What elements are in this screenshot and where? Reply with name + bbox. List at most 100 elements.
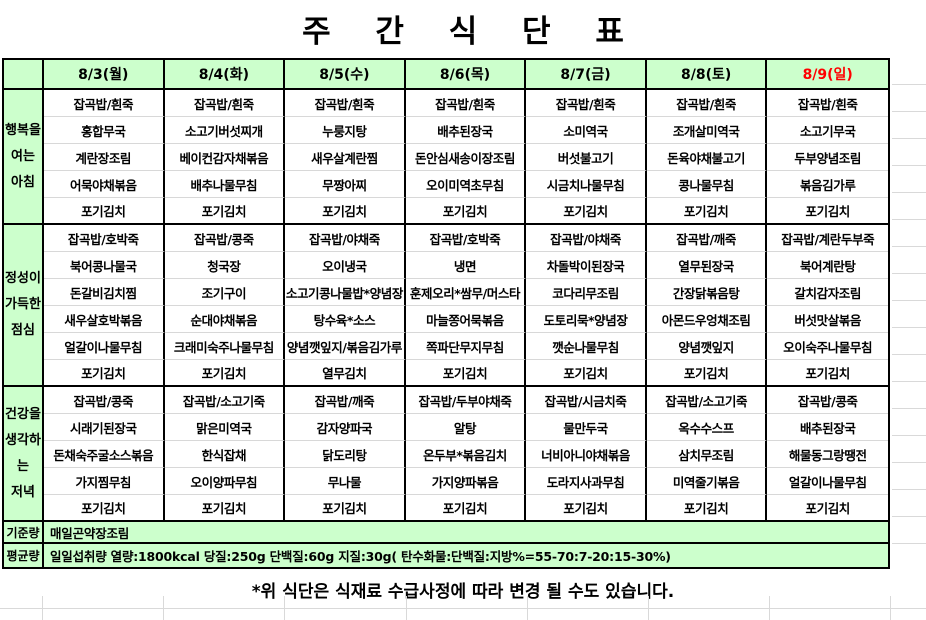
- menu-item-cell: 냉면: [405, 252, 527, 279]
- meal-label-line: 정성이: [5, 271, 41, 286]
- menu-item-cell: 잡곡밥/깨죽: [285, 387, 406, 414]
- menu-table: 8/3(월) 8/4(화) 8/5(수) 8/6(목) 8/7(금) 8/8(토) 8/9(…: [2, 58, 890, 569]
- menu-item-cell: 포기김치: [526, 360, 647, 387]
- menu-item-cell: 돈갈비김치찜: [44, 279, 165, 306]
- menu-item-cell: 콩나물무침: [646, 171, 768, 198]
- menu-item-cell: 잡곡밥/호박죽: [405, 225, 527, 252]
- date-header-1: 8/3(월): [44, 60, 165, 90]
- menu-item-cell: 물만두국: [526, 414, 647, 441]
- meal-label-line: 여는: [11, 148, 35, 164]
- menu-item-cell: 간장닭볶음탕: [646, 279, 768, 306]
- menu-item-cell: 탕수육*소스: [285, 306, 406, 333]
- menu-item-cell: 무짱아찌: [285, 171, 406, 198]
- meal-section-label: 정성이 가득한 점심: [4, 225, 44, 387]
- menu-item-cell: 새우살호박볶음: [44, 306, 165, 333]
- menu-item-cell: 온두부*볶음김치: [405, 441, 527, 468]
- menu-item-cell: 너비아니야채볶음: [526, 441, 647, 468]
- menu-item-cell: 얼갈이나물무침: [44, 333, 165, 360]
- menu-item-cell: 양념깻잎지/볶음김가루: [285, 333, 406, 360]
- menu-item-cell: 감자양파국: [285, 414, 406, 441]
- footer-note: *위 식단은 식재료 수급사정에 따라 변경 될 수도 있습니다.: [251, 582, 675, 602]
- empty-cell-tick: [890, 596, 891, 620]
- menu-item-cell: 계란장조림: [44, 144, 165, 171]
- menu-item-cell: 크래미숙주나물무침: [164, 333, 286, 360]
- menu-item-cell: 배추된장국: [767, 414, 888, 441]
- menu-item-cell: 잡곡밥/시금치죽: [526, 387, 647, 414]
- menu-item-cell: 순대야채볶음: [164, 306, 286, 333]
- menu-item-cell: 시래기된장국: [44, 414, 165, 441]
- menu-item-cell: 옥수수스프: [646, 414, 768, 441]
- menu-item-cell: 청국장: [164, 252, 286, 279]
- meal-section-label: 행복을 여는 아침: [4, 90, 44, 225]
- menu-item-cell: 시금치나물무침: [526, 171, 647, 198]
- menu-item-cell: 한식잡채: [164, 441, 286, 468]
- meal-label-line: 건강을: [5, 406, 41, 422]
- menu-item-cell: 포기김치: [405, 495, 527, 522]
- menu-item-cell: 어묵야채볶음: [44, 171, 165, 198]
- menu-item-cell: 닭도리탕: [285, 441, 406, 468]
- menu-item-cell: 차돌박이된장국: [526, 252, 647, 279]
- menu-item-cell: 북어계란탕: [767, 252, 888, 279]
- menu-item-cell: 잡곡밥/콩죽: [767, 387, 888, 414]
- menu-item-cell: 코다리무조림: [526, 279, 647, 306]
- menu-item-cell: 조개살미역국: [646, 117, 768, 144]
- menu-item-cell: 오이양파무침: [164, 468, 286, 495]
- menu-item-cell: 포기김치: [164, 360, 286, 387]
- menu-item-cell: 잡곡밥/흰죽: [526, 90, 647, 117]
- menu-item-cell: 누룽지탕: [285, 117, 406, 144]
- menu-item-cell: 삼치무조림: [646, 441, 768, 468]
- menu-item-cell: 무나물: [285, 468, 406, 495]
- menu-item-cell: 맑은미역국: [164, 414, 286, 441]
- menu-item-cell: 오이냉국: [285, 252, 406, 279]
- menu-item-cell: 돈채숙주굴소스볶음: [44, 441, 165, 468]
- menu-item-cell: 포기김치: [767, 495, 888, 522]
- empty-cell-tick: [648, 596, 649, 620]
- menu-item-cell: 잡곡밥/흰죽: [44, 90, 165, 117]
- summary-label-1: 기준량: [4, 522, 44, 544]
- menu-item-cell: 소고기버섯찌개: [164, 117, 286, 144]
- menu-item-cell: 오이숙주나물무침: [767, 333, 888, 360]
- menu-item-cell: 잡곡밥/두부야채죽: [405, 387, 527, 414]
- menu-item-cell: 아몬드우엉채조림: [646, 306, 768, 333]
- date-header-5: 8/7(금): [526, 60, 647, 90]
- menu-item-cell: 새우살계란찜: [285, 144, 406, 171]
- menu-item-cell: 쪽파단무지무침: [405, 333, 527, 360]
- date-header-3: 8/5(수): [285, 60, 406, 90]
- menu-item-cell: 포기김치: [646, 495, 768, 522]
- menu-item-cell: 포기김치: [164, 198, 286, 225]
- menu-item-cell: 북어콩나물국: [44, 252, 165, 279]
- menu-item-cell: 버섯맛살볶음: [767, 306, 888, 333]
- menu-item-cell: 소고기콩나물밥*양념장: [285, 279, 406, 306]
- menu-item-cell: 조기구이: [164, 279, 286, 306]
- menu-item-cell: 포기김치: [164, 495, 286, 522]
- menu-item-cell: 볶음김가루: [767, 171, 888, 198]
- menu-item-cell: 포기김치: [405, 360, 527, 387]
- menu-item-cell: 잡곡밥/야채죽: [285, 225, 406, 252]
- meal-label-line: 저녁: [11, 484, 35, 500]
- menu-item-cell: 포기김치: [526, 495, 647, 522]
- menu-item-cell: 베이컨감자채볶음: [164, 144, 286, 171]
- menu-item-cell: 갈치감자조림: [767, 279, 888, 306]
- menu-item-cell: 두부양념조림: [767, 144, 888, 171]
- empty-cell-tick: [42, 596, 43, 620]
- menu-item-cell: 잡곡밥/흰죽: [767, 90, 888, 117]
- empty-cell-tick: [163, 596, 164, 620]
- date-header-4: 8/6(목): [405, 60, 527, 90]
- menu-item-cell: 알탕: [405, 414, 527, 441]
- menu-item-cell: 잡곡밥/콩죽: [44, 387, 165, 414]
- menu-item-cell: 잡곡밥/야채죽: [526, 225, 647, 252]
- menu-item-cell: 열무된장국: [646, 252, 768, 279]
- menu-item-cell: 오이미역초무침: [405, 171, 527, 198]
- menu-item-cell: 포기김치: [405, 198, 527, 225]
- empty-cells-right-gridlines: [892, 58, 926, 567]
- menu-item-cell: 잡곡밥/흰죽: [164, 90, 286, 117]
- meal-label-line: 가득한: [5, 297, 41, 312]
- menu-item-cell: 도토리묵*양념장: [526, 306, 647, 333]
- menu-item-cell: 잡곡밥/소고기죽: [164, 387, 286, 414]
- menu-item-cell: 포기김치: [646, 198, 768, 225]
- meal-label-line: 아침: [11, 174, 35, 190]
- empty-cell-tick: [769, 596, 770, 620]
- menu-item-cell: 배추나물무침: [164, 171, 286, 198]
- menu-item-cell: 훈제오리*쌈무/머스타: [405, 279, 527, 306]
- menu-item-cell: 돈육야채불고기: [646, 144, 768, 171]
